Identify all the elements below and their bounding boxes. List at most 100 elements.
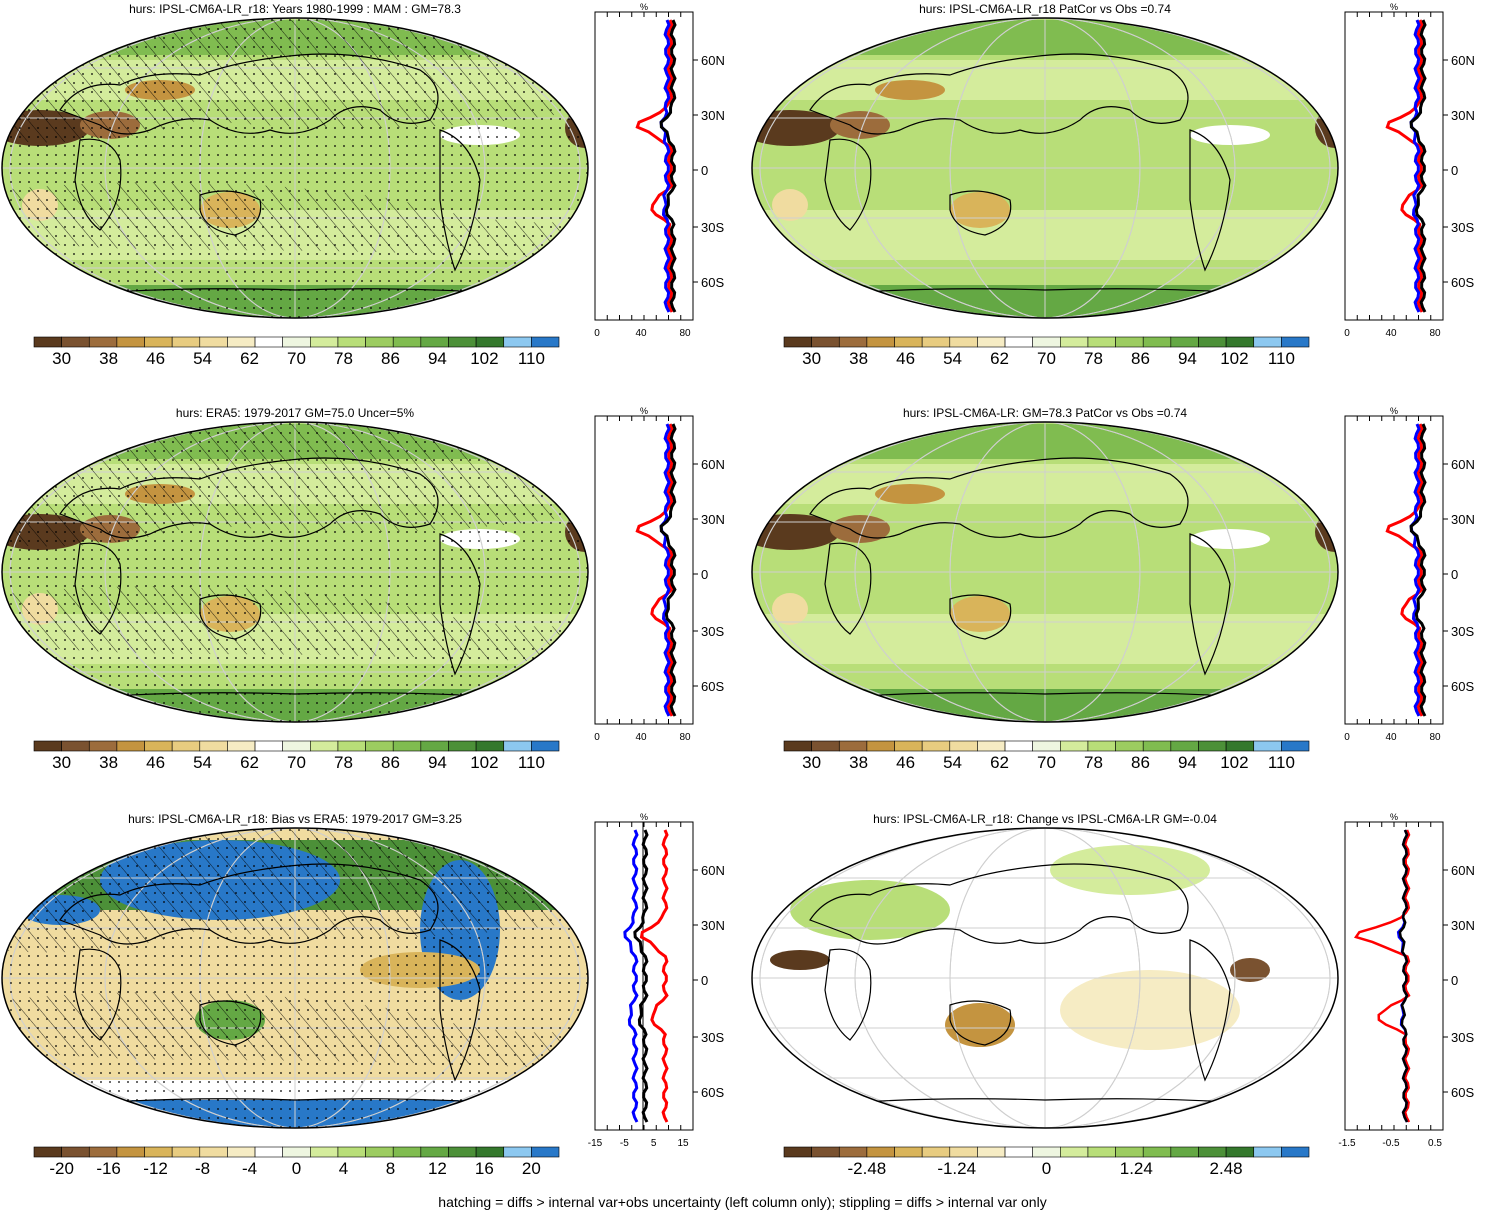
zonal-tick-label: -1.5 xyxy=(1338,1138,1356,1149)
panel-p6: hurs: IPSL-CM6A-LR_r18: Change vs IPSL-C… xyxy=(750,810,1485,1205)
lat-label: 30N xyxy=(701,512,725,527)
colorbar-label: 102 xyxy=(1220,349,1248,368)
panel-p5: hurs: IPSL-CM6A-LR_r18: Bias vs ERA5: 19… xyxy=(0,810,735,1205)
panel-graphics: 30 38 46 54 62 70 78 86 94 102 110% 0 40 80 60N 30N 0 30S… xyxy=(751,406,1475,772)
colorbar-label: 0 xyxy=(292,1159,301,1178)
zonal-unit: % xyxy=(640,812,648,822)
colorbar-label: -1.24 xyxy=(937,1159,976,1178)
panel-graphics: -20 -16 -12 -8 -4 0 4 8 12 16 20% -15 -5 5 15 60N 30N 0 30… xyxy=(1,812,725,1178)
colorbar-label: 46 xyxy=(146,349,165,368)
panel-graphics: 30 38 46 54 62 70 78 86 94 102 110% 0 40 80 60N 30N 0 30S… xyxy=(1,406,725,772)
coastline xyxy=(809,457,1189,539)
colorbar xyxy=(783,1146,1310,1158)
zonal-unit: % xyxy=(1390,406,1398,416)
zonal-tick-label: 40 xyxy=(1385,732,1397,743)
colorbar-label: 38 xyxy=(99,753,118,772)
colorbar-label: 54 xyxy=(943,753,962,772)
colorbar-label: 94 xyxy=(1178,349,1197,368)
panel-title: hurs: ERA5: 1979-2017 GM=75.0 Uncer=5% xyxy=(175,406,415,420)
panel-title: hurs: IPSL-CM6A-LR_r18 PatCor vs Obs =0.… xyxy=(919,2,1171,16)
colorbar-label: 30 xyxy=(802,753,821,772)
lat-label: 60N xyxy=(1451,53,1475,68)
colorbar-label: 102 xyxy=(470,753,498,772)
lat-label: 30N xyxy=(701,108,725,123)
colorbar-label: 54 xyxy=(943,349,962,368)
colorbar-label: 38 xyxy=(849,349,868,368)
zonal-unit: % xyxy=(640,406,648,416)
colorbar-label: -16 xyxy=(96,1159,121,1178)
colorbar-label: 110 xyxy=(1268,349,1295,368)
coastline xyxy=(1189,939,1231,1082)
panel-p4: hurs: IPSL-CM6A-LR: GM=78.3 PatCor vs Ob… xyxy=(750,404,1485,799)
panel-graphics: 30 38 46 54 62 70 78 86 94 102 110% 0 40 80 60N 30N 0 30S… xyxy=(751,2,1475,368)
colorbar-label: 0 xyxy=(1042,1159,1051,1178)
zonal-unit: % xyxy=(1390,2,1398,12)
colorbar xyxy=(33,740,560,752)
colorbar-label: 94 xyxy=(428,349,447,368)
zonal-profile: % 0 40 80 60N 30N 0 30S 60S xyxy=(1344,406,1475,743)
panel-title: hurs: IPSL-CM6A-LR_r18: Years 1980-1999 … xyxy=(129,2,461,16)
coastline xyxy=(824,138,872,231)
zonal-tick-label: 15 xyxy=(677,1138,689,1149)
colorbar-label: 30 xyxy=(802,349,821,368)
colorbar-label: 38 xyxy=(99,349,118,368)
colorbar-label: 62 xyxy=(990,349,1009,368)
panel-title: hurs: IPSL-CM6A-LR_r18: Bias vs ERA5: 19… xyxy=(128,812,462,826)
colorbar-label: 70 xyxy=(287,349,306,368)
lat-label: 30N xyxy=(1451,108,1475,123)
lat-label: 0 xyxy=(1451,567,1458,582)
lat-label: 60S xyxy=(1451,1085,1474,1100)
hatching-region xyxy=(2,424,588,547)
zonal-tick-label: 0 xyxy=(1344,732,1350,743)
colorbar-label: -20 xyxy=(49,1159,74,1178)
colorbar-label: 78 xyxy=(334,753,353,772)
panel-graphics: 30 38 46 54 62 70 78 86 94 102 110% 0 40 80 60N 30N 0 30S… xyxy=(1,2,725,368)
coastline xyxy=(949,190,1012,236)
zonal-profile: % 0 40 80 60N 30N 0 30S 60S xyxy=(594,406,725,743)
zonal-tick-label: 0.5 xyxy=(1428,1138,1442,1149)
world-map xyxy=(2,18,588,318)
hatching-region xyxy=(2,830,588,953)
colorbar-label: 110 xyxy=(518,349,545,368)
colorbar-label: 102 xyxy=(1220,753,1248,772)
colorbar-label: 1.24 xyxy=(1120,1159,1153,1178)
colorbar xyxy=(33,336,560,348)
colorbar-label: 62 xyxy=(240,349,259,368)
lat-label: 60N xyxy=(701,53,725,68)
coastline xyxy=(949,1000,1012,1046)
colorbar-label: 70 xyxy=(1037,349,1056,368)
colorbar-label: 54 xyxy=(193,349,212,368)
world-map xyxy=(752,828,1338,1128)
coastline xyxy=(1189,129,1231,272)
zonal-tick-label: 0 xyxy=(594,732,600,743)
colorbar-label: 110 xyxy=(518,753,545,772)
world-map xyxy=(2,828,588,1128)
colorbar-label: 62 xyxy=(240,753,259,772)
lat-label: 60S xyxy=(1451,275,1474,290)
coastline xyxy=(949,594,1012,640)
zonal-tick-label: 0 xyxy=(1344,328,1350,339)
footer-note: hatching = diffs > internal var+obs unce… xyxy=(438,1194,1047,1210)
colorbar-label: 8 xyxy=(386,1159,395,1178)
colorbar-label: -4 xyxy=(242,1159,257,1178)
zonal-tick-label: 40 xyxy=(635,732,647,743)
lat-label: 0 xyxy=(1451,973,1458,988)
zonal-profile: % -15 -5 5 15 60N 30N 0 30S 60S xyxy=(588,812,725,1149)
panel-title: hurs: IPSL-CM6A-LR: GM=78.3 PatCor vs Ob… xyxy=(902,406,1188,420)
colorbar-label: 12 xyxy=(428,1159,447,1178)
world-map xyxy=(752,18,1338,318)
zonal-tick-label: 40 xyxy=(1385,328,1397,339)
colorbar-label: 94 xyxy=(1178,753,1197,772)
colorbar xyxy=(783,336,1310,348)
colorbar-label: 54 xyxy=(193,753,212,772)
zonal-profile: % 0 40 80 60N 30N 0 30S 60S xyxy=(594,2,725,339)
colorbar-label: 20 xyxy=(522,1159,541,1178)
colorbar-label: 2.48 xyxy=(1210,1159,1243,1178)
zonal-profile: % 0 40 80 60N 30N 0 30S 60S xyxy=(1344,2,1475,339)
colorbar-label: 86 xyxy=(1131,753,1150,772)
zonal-profile: % -1.5 -0.5 0.5 60N 30N 0 30S 60S xyxy=(1338,812,1474,1149)
hatching-region xyxy=(2,20,588,143)
colorbar-label: 16 xyxy=(475,1159,494,1178)
panel-p2: hurs: IPSL-CM6A-LR_r18 PatCor vs Obs =0.… xyxy=(750,0,1485,395)
zonal-tick-label: 80 xyxy=(679,732,691,743)
